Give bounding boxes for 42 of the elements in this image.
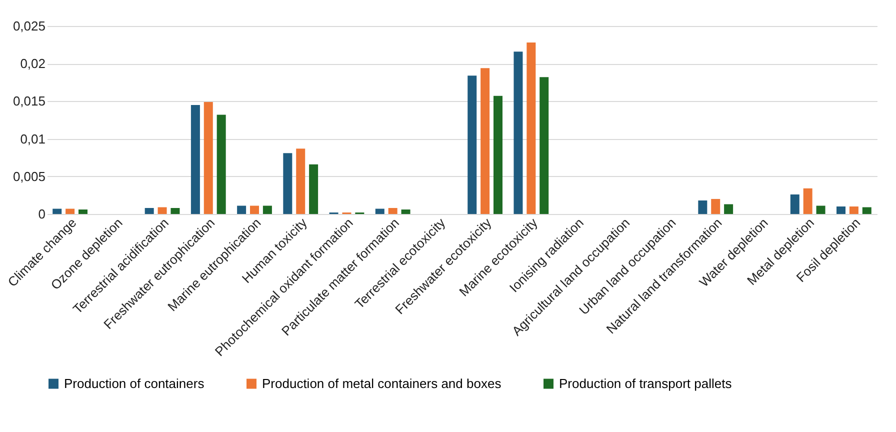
- bar: [862, 207, 872, 214]
- bar: [711, 198, 720, 214]
- bar: [540, 77, 549, 214]
- bar: [190, 104, 200, 214]
- bar: [296, 148, 306, 214]
- bar: [468, 76, 477, 214]
- y-tick-label: 0,025: [12, 18, 46, 34]
- bar: [52, 208, 62, 214]
- bar: [66, 208, 75, 214]
- bar: [237, 206, 246, 214]
- bar: [401, 209, 410, 214]
- bar: [78, 209, 88, 214]
- bar: [514, 52, 523, 214]
- bar: [526, 42, 536, 214]
- bar: [158, 207, 167, 214]
- bar: [283, 153, 292, 214]
- legend-label: Production of transport pallets: [559, 376, 732, 391]
- bar: [836, 206, 846, 214]
- bar: [375, 208, 384, 214]
- bar: [724, 204, 734, 214]
- y-tick-label: 0,005: [12, 168, 46, 184]
- bar: [216, 114, 226, 214]
- bar: [170, 208, 180, 214]
- bar: [388, 208, 398, 214]
- y-tick-label: 0,02: [20, 56, 46, 72]
- y-tick-label: 0,015: [12, 94, 46, 109]
- legend-label: Production of metal containers and boxes: [262, 376, 502, 391]
- bar: [698, 200, 708, 214]
- bar: [790, 194, 800, 214]
- bar: [144, 208, 154, 214]
- bar: [494, 96, 502, 214]
- bar: [803, 188, 812, 214]
- bar: [480, 68, 490, 214]
- bar: [204, 102, 213, 214]
- bar: [816, 206, 826, 214]
- bar: [309, 164, 318, 214]
- bar: [849, 206, 858, 214]
- bar: [250, 206, 259, 214]
- y-tick-label: 0,01: [20, 131, 46, 146]
- legend-label: Production of containers: [64, 376, 205, 391]
- bar: [262, 206, 272, 214]
- y-tick-label: 0: [38, 206, 46, 222]
